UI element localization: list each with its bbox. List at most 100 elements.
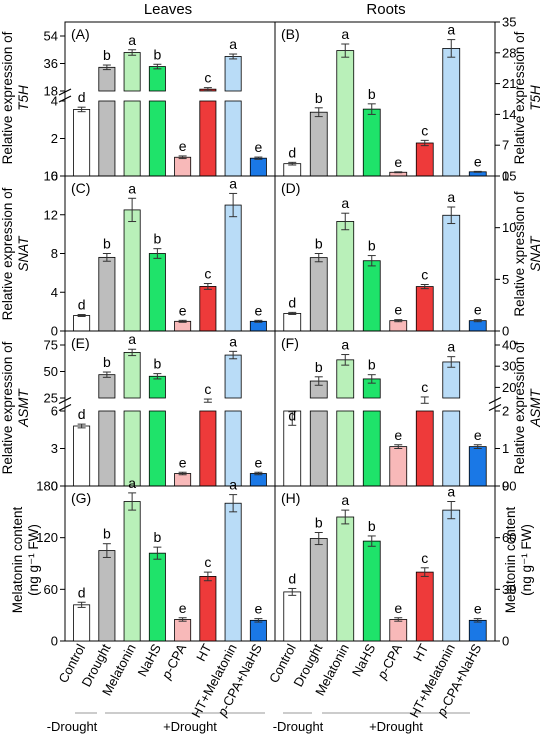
y-tick-label: 4 (51, 285, 58, 300)
x-category-label: p-CPA (158, 641, 189, 682)
y-tick-label: 120 (36, 530, 58, 545)
significance-letter: b (153, 231, 161, 247)
y-tick-label: 4 (51, 94, 58, 109)
bar-upper (224, 56, 242, 92)
y-tick-label: 16 (44, 169, 58, 184)
significance-letter: a (229, 333, 237, 349)
significance-letter: c (204, 381, 211, 397)
y-tick-label: 40 (502, 338, 516, 353)
x-category-label: p-CPA (374, 641, 405, 682)
ylabel-melatonin-right: Melatonin content(ng g⁻¹ FW) (503, 506, 534, 613)
significance-letter: e (394, 154, 402, 170)
y-tick-label: 3 (51, 441, 58, 456)
bar (336, 50, 355, 177)
group-label-plus-left: +Drought (163, 719, 217, 734)
significance-letter: e (394, 600, 402, 616)
significance-letter: a (447, 484, 455, 500)
significance-letter: d (78, 297, 86, 313)
bar (224, 502, 242, 642)
y-tick-label: 18 (44, 84, 58, 99)
bar-lower (148, 410, 166, 487)
bar (442, 48, 461, 177)
bar-lower (362, 410, 381, 487)
column-title-roots: Roots (366, 1, 405, 18)
axis-break-mark (58, 95, 72, 103)
bar (249, 619, 267, 642)
bar (415, 571, 434, 642)
significance-letter: d (78, 584, 86, 600)
x-category-label: HT (193, 641, 214, 663)
y-tick-label: 54 (44, 29, 58, 44)
bar (148, 552, 166, 642)
bar (309, 538, 328, 642)
panel-frame (64, 485, 276, 642)
significance-letter: e (179, 302, 187, 318)
bar (123, 501, 141, 642)
significance-letter: a (447, 22, 455, 38)
bar-lower (309, 410, 328, 487)
panel-label: (A) (71, 26, 90, 42)
bar (362, 260, 381, 332)
bar (249, 473, 267, 487)
y-tick-label: 21 (502, 76, 516, 91)
x-category-label: HT (410, 641, 431, 663)
significance-letter: e (254, 139, 262, 155)
y-tick-label: 2 (51, 131, 58, 146)
ylabel-asmt-right: Relative expression ofASMT (512, 341, 543, 474)
y-tick-label: 0 (502, 324, 509, 339)
bar-upper (224, 354, 242, 399)
significance-letter: a (229, 36, 237, 52)
significance-letter: e (179, 600, 187, 616)
bar-lower (98, 100, 116, 177)
y-tick-label: 50 (44, 364, 58, 379)
panel-c: (C) 0 4 8 12 16 d b a b e c a e (44, 169, 276, 339)
significance-letter: e (254, 601, 262, 617)
bar-upper (98, 374, 116, 399)
y-tick-label: 20 (502, 380, 516, 395)
panel-label: (F) (281, 335, 299, 351)
significance-letter: c (421, 122, 428, 138)
significance-letter: a (128, 32, 136, 48)
y-tick-label: 7 (502, 138, 509, 153)
significance-letter: d (288, 294, 296, 310)
bar (283, 163, 302, 177)
y-tick-label: 0 (502, 634, 509, 649)
group-label-minus-left: -Drought (47, 719, 98, 734)
y-tick-label: 36 (44, 56, 58, 71)
significance-letter: b (103, 47, 111, 63)
y-tick-label: 60 (502, 530, 516, 545)
significance-letter: c (421, 550, 428, 566)
significance-letter: d (78, 89, 86, 105)
y-tick-label: 28 (502, 45, 516, 60)
bar (283, 591, 302, 642)
y-tick-label: 8 (51, 246, 58, 261)
significance-letter: d (288, 407, 296, 423)
bar-lower (442, 410, 461, 487)
significance-letter: a (128, 180, 136, 196)
column-title-leaves: Leaves (144, 1, 192, 18)
panel-label: (G) (71, 490, 91, 506)
significance-letter: c (204, 70, 211, 86)
bar-upper (148, 375, 166, 399)
y-tick-label: 60 (44, 582, 58, 597)
panel-d: (D) 0 5 10 15 d b a b e c a e (274, 169, 516, 339)
bar (389, 320, 408, 332)
y-tick-label: 90 (502, 479, 516, 494)
panel-label: (E) (71, 335, 90, 351)
significance-letter: a (229, 175, 237, 191)
significance-letter: b (368, 86, 376, 102)
bar-lower (98, 410, 116, 487)
panel-f: (F) 0 1 2 20 30 40 d b a b e c a e (274, 330, 516, 494)
y-tick-label: 12 (44, 207, 58, 222)
bar (148, 253, 166, 332)
panel-b: (B) 0 7 14 21 28 35 d b a b e c a e (274, 15, 516, 184)
bar (199, 576, 217, 642)
significance-letter: e (474, 153, 482, 169)
significance-letter: c (421, 379, 428, 395)
significance-letter: e (254, 302, 262, 318)
panel-frame (274, 175, 496, 332)
panel-label: (B) (281, 26, 300, 42)
bar (73, 315, 91, 332)
significance-letter: d (288, 570, 296, 586)
